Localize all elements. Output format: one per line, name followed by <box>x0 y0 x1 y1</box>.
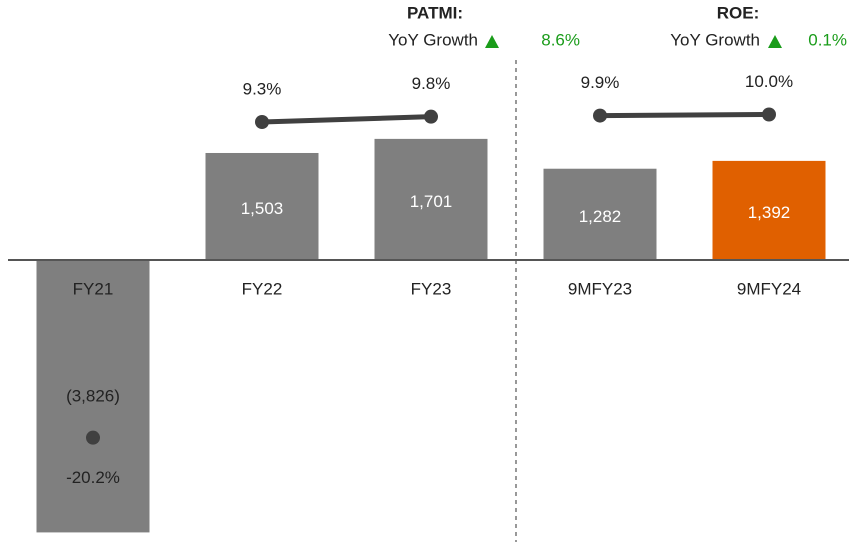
bar-value-label: (3,826) <box>66 386 120 405</box>
roe-label: -20.2% <box>66 468 120 487</box>
roe-label: 10.0% <box>745 72 793 91</box>
bar <box>712 160 826 260</box>
roe-marker <box>762 107 776 122</box>
annotation-label: YoY Growth <box>388 30 478 49</box>
roe-label: 9.3% <box>243 79 282 98</box>
annotation-title: ROE: <box>717 3 760 22</box>
bar-value-label: 1,282 <box>579 207 622 226</box>
bar <box>374 138 488 260</box>
annotation-title: PATMI: <box>407 3 463 22</box>
bar <box>543 168 657 260</box>
bar-value-label: 1,392 <box>748 203 791 222</box>
up-arrow <box>768 35 782 48</box>
category-label: FY21 <box>73 279 114 298</box>
bar <box>205 152 319 260</box>
annotation-label: YoY Growth <box>670 30 760 49</box>
up-arrow <box>485 35 499 48</box>
roe-marker <box>593 108 607 123</box>
annotation-value: 8.6% <box>541 30 580 49</box>
category-label: FY22 <box>242 279 283 298</box>
category-label: FY23 <box>411 279 452 298</box>
annotation-value: 0.1% <box>808 30 847 49</box>
roe-line <box>261 114 432 125</box>
roe-label: 9.8% <box>412 74 451 93</box>
bar-value-label: 1,503 <box>241 199 284 218</box>
bar-value-label: 1,701 <box>410 192 453 211</box>
category-label: 9MFY24 <box>737 279 801 298</box>
roe-line <box>599 112 770 119</box>
category-label: 9MFY23 <box>568 279 632 298</box>
roe-label: 9.9% <box>581 73 620 92</box>
roe-marker <box>424 109 438 124</box>
bar <box>36 260 150 533</box>
roe-marker <box>86 430 100 445</box>
roe-marker <box>255 114 269 129</box>
